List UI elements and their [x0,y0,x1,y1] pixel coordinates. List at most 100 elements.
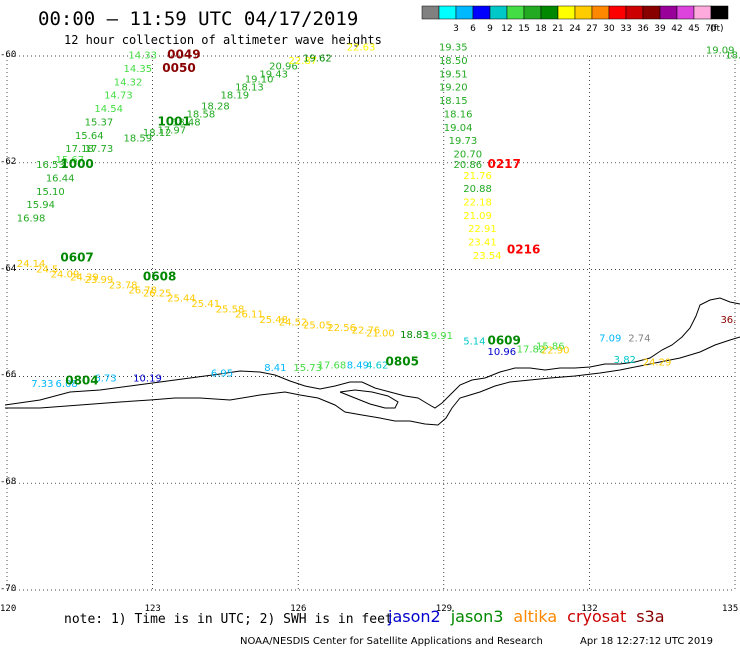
pass-time-label: 1000 [60,157,93,171]
wave-height-value: 26.78 [128,286,157,297]
wave-height-value: 23.78 [109,280,138,291]
wave-height-value: 19.62 [303,53,332,64]
lon-label: 135 [722,604,739,614]
legend-label: 15 [518,24,529,34]
wave-height-value: 15.86 [536,342,565,353]
lon-label: 132 [581,604,598,614]
pass-time-label: 0049 [167,48,200,62]
wave-height-value: 20.96 [269,61,298,72]
wave-height-value: 22.18 [463,198,492,209]
pass-time-label: 0050 [162,61,195,75]
wave-height-value: 15.94 [26,200,55,211]
footnote: note: 1) Time is in UTC; 2) SWH is in fe… [64,612,393,627]
wave-height-value: 6.95 [211,368,233,379]
wave-height-value: 19.20 [439,83,468,94]
map-subtitle: 12 hour collection of altimeter wave hei… [64,33,382,47]
wave-height-value: 7.09 [599,334,621,345]
wave-height-value: 25.44 [167,294,196,305]
wave-height-value: 5.14 [463,336,485,347]
wave-height-value: 21.09 [463,211,492,222]
wave-height-value: 25.05 [303,320,332,331]
wave-height-value: 15.73 [293,363,322,374]
wave-height-value: 17.73 [85,144,114,155]
wave-height-value: 17.18 [65,144,94,155]
wave-height-value: 19.10 [245,75,274,86]
legend-label: 70 [705,24,717,34]
credit-line: NOAA/NESDIS Center for Satellite Applica… [240,636,543,647]
wave-height-value: 22.63 [347,43,376,54]
lat-label: -70 [0,584,17,594]
legend-label: 18 [535,24,547,34]
coastline [4,297,740,426]
wave-height-value: 22.91 [468,224,497,235]
wave-height-value: 21.00 [366,328,395,339]
legend-label: 39 [654,24,666,34]
wave-height-value: 14.54 [94,104,123,115]
legend-label: 33 [620,24,631,34]
wave-height-value: 24.09 [51,270,80,281]
wave-height-value: 19.51 [439,69,468,80]
wave-height-value: 14.73 [104,91,133,102]
legend-swatch [710,5,729,20]
wave-height-value: 23.41 [468,238,497,249]
satellite-key: jason2 jason3 altika cryosat s3a [388,607,675,626]
lon-label: 129 [435,604,453,614]
legend-label: 30 [603,24,615,34]
satellite-name: cryosat [567,607,627,626]
pass-time-label: 0216 [507,243,540,257]
wave-height-value: 18.58 [187,109,216,120]
legend-label: 27 [586,24,597,34]
wave-height-value: 21.76 [463,171,492,182]
satellite-name: jason2 [388,607,441,626]
wave-height-value: 25.48 [259,315,288,326]
wave-height-value: 20.70 [454,149,483,160]
satellite-name: altika [513,607,558,626]
wave-height-value: 4.62 [366,360,388,371]
wave-height-value: 23.99 [85,275,114,286]
observation-labels: 14.33 14.35 14.32 14.73 14.54 15.37 15.64 17.18… [17,43,740,390]
wave-height-value: 22.56 [327,323,356,334]
wave-height-value: 19.73 [449,136,478,147]
wave-height-value: 23.54 [473,251,502,262]
wave-height-value: 7.33 [31,379,53,390]
wave-height-value: 6.73 [94,374,116,385]
wave-height-value: 20.86 [454,160,483,171]
wave-height-value: 24.52 [279,318,308,329]
legend-label: 9 [487,24,493,34]
wave-height-value: 6.08 [56,379,78,390]
wave-height-value: 26.11 [235,310,264,321]
legend-label: 3 [453,24,459,34]
legend-label: 12 [501,24,512,34]
satellite-name: jason3 [450,607,504,626]
wave-height-value: 14.33 [128,51,157,62]
wave-height-value: 24.14 [17,259,46,270]
wave-height-value: 19.43 [259,69,288,80]
wave-height-value: 22.87 [288,56,317,67]
pass-time-label: 0607 [60,251,93,265]
lon-label: 126 [290,604,307,614]
legend-unit: (ft) [710,24,724,34]
wave-height-value: 25.58 [216,304,245,315]
pass-time-label: 0804 [65,373,98,387]
wave-height-value: 18.59 [123,133,152,144]
wave-height-value: 10.96 [487,347,516,358]
lat-label: -68 [0,477,17,488]
lon-label: 120 [0,604,17,614]
wave-height-value: 16.53 [36,160,65,171]
lat-label: -60 [0,50,17,60]
wave-height-value: 18.15 [439,96,468,107]
pass-time-label: 0217 [487,157,520,171]
lat-lon-grid [6,55,736,591]
wave-height-value: 18.50 [439,56,468,67]
wave-height-value: 24.5 [36,264,58,275]
legend-label: 21 [552,24,563,34]
wave-height-value: 15.10 [36,187,65,198]
wave-height-value: 18.19 [221,91,250,102]
wave-height-value: 18.16 [444,109,473,120]
wave-height-value: 14.35 [123,64,152,75]
wave-height-value: 19.09 [706,45,735,56]
wave-height-value: 25.41 [191,299,220,310]
lat-label: -64 [0,263,17,274]
